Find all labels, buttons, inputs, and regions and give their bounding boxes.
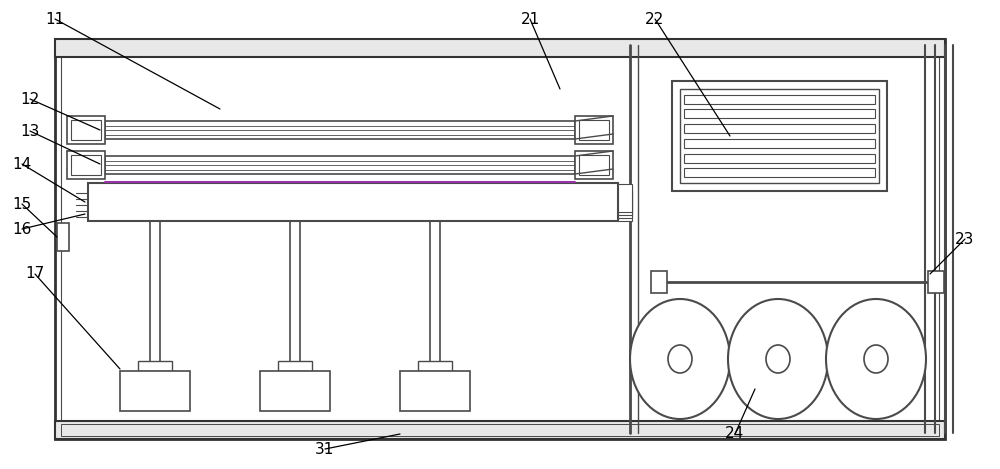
Text: 15: 15 xyxy=(12,197,32,212)
Bar xyxy=(684,153,875,163)
Bar xyxy=(57,223,69,251)
Text: 17: 17 xyxy=(25,266,45,281)
Text: 16: 16 xyxy=(12,221,32,236)
Bar xyxy=(400,371,470,411)
Text: 12: 12 xyxy=(20,91,40,106)
Bar xyxy=(684,139,875,148)
Bar xyxy=(618,187,632,215)
Bar xyxy=(105,121,575,139)
Bar xyxy=(61,45,939,433)
Bar xyxy=(67,116,105,144)
Bar xyxy=(260,371,330,411)
Bar xyxy=(680,89,879,183)
Text: 23: 23 xyxy=(955,232,975,247)
Text: 21: 21 xyxy=(520,12,540,27)
Bar xyxy=(579,120,609,140)
Ellipse shape xyxy=(826,299,926,419)
Bar xyxy=(672,81,887,191)
Bar xyxy=(418,361,452,371)
Ellipse shape xyxy=(766,345,790,373)
Bar xyxy=(278,361,312,371)
Bar xyxy=(138,361,172,371)
Bar xyxy=(71,120,101,140)
Text: 14: 14 xyxy=(12,157,32,172)
Ellipse shape xyxy=(728,299,828,419)
Text: 22: 22 xyxy=(645,12,665,27)
Bar xyxy=(105,156,575,174)
Ellipse shape xyxy=(630,299,730,419)
Bar xyxy=(120,371,190,411)
Bar xyxy=(651,271,667,293)
Text: 11: 11 xyxy=(45,12,65,27)
Bar xyxy=(575,116,613,144)
Bar xyxy=(71,155,101,175)
Bar xyxy=(684,95,875,104)
Bar xyxy=(67,151,105,179)
Ellipse shape xyxy=(864,345,888,373)
Bar xyxy=(684,109,875,119)
Text: 31: 31 xyxy=(315,441,335,456)
Bar xyxy=(618,190,632,218)
Bar xyxy=(88,183,618,221)
Bar xyxy=(684,168,875,177)
Ellipse shape xyxy=(668,345,692,373)
Bar xyxy=(575,151,613,179)
Bar xyxy=(55,39,945,439)
Bar xyxy=(579,155,609,175)
Bar xyxy=(55,39,945,57)
Bar xyxy=(61,424,939,436)
Bar xyxy=(684,124,875,133)
Text: 24: 24 xyxy=(725,426,745,441)
Text: 13: 13 xyxy=(20,123,40,138)
Bar xyxy=(928,271,944,293)
Bar xyxy=(55,421,945,439)
Bar xyxy=(618,193,632,221)
Bar xyxy=(618,184,632,212)
